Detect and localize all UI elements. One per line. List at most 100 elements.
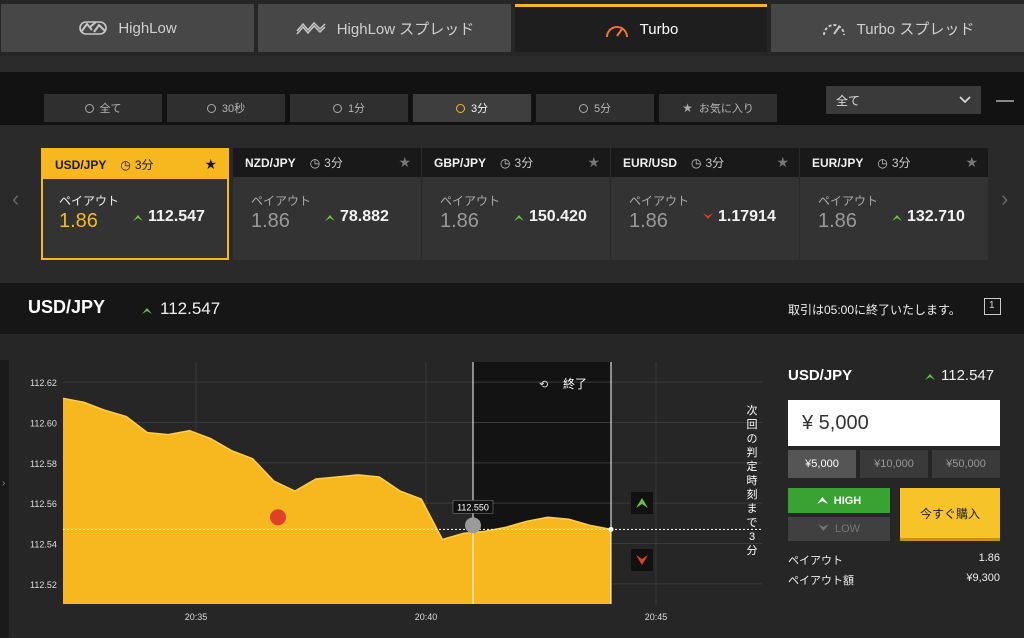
up-arrow-icon bbox=[925, 367, 935, 384]
countdown-char: の bbox=[747, 433, 758, 445]
low-button[interactable]: LOW bbox=[788, 517, 890, 541]
star-icon[interactable]: ★ bbox=[776, 154, 789, 170]
buy-label: 今すぐ購入 bbox=[919, 506, 980, 521]
y-tick-label: 112.52 bbox=[30, 580, 57, 590]
countdown-value: 3 bbox=[749, 531, 755, 543]
buy-now-button[interactable]: 今すぐ購入 bbox=[900, 488, 1000, 541]
subtab-1m[interactable]: 1分 bbox=[290, 94, 408, 122]
x-tick-label: 20:35 bbox=[185, 612, 208, 622]
subtab-5m[interactable]: 5分 bbox=[536, 94, 654, 122]
clock-icon: ◷ bbox=[500, 155, 511, 170]
star-icon[interactable]: ★ bbox=[398, 154, 411, 170]
carousel-prev-icon[interactable]: ‹ bbox=[12, 186, 20, 211]
quick-amount-label: ¥5,000 bbox=[805, 458, 839, 470]
tab-turbo-spread[interactable]: Turbo スプレッド bbox=[771, 4, 1024, 52]
asset-card-usdjpy[interactable]: USD/JPY ◷ 3分 ★ ペイアウト 1.86 112.547 bbox=[41, 148, 229, 260]
tab-highlow[interactable]: HighLow bbox=[1, 4, 254, 52]
clock-icon bbox=[332, 103, 342, 113]
duration-text: 3分 bbox=[134, 158, 154, 172]
y-tick-label: 112.56 bbox=[30, 499, 57, 509]
subtab-all[interactable]: 全て bbox=[44, 94, 162, 122]
asset-card-header: GBP/JPY ◷ 3分 ★ bbox=[422, 148, 610, 177]
subtab-30s[interactable]: 30秒 bbox=[167, 94, 285, 122]
subtab-favorites[interactable]: ★ お気に入り bbox=[659, 94, 777, 122]
payout-amount-value: ¥9,300 bbox=[966, 572, 1000, 584]
tab-label: HighLow bbox=[118, 19, 177, 37]
payout-amount-label: ペイアウト額 bbox=[788, 575, 854, 587]
rate-text: 1.17914 bbox=[718, 208, 776, 225]
collapse-icon[interactable] bbox=[996, 100, 1014, 102]
clock-icon bbox=[206, 103, 216, 113]
payout-label: ペイアウト bbox=[440, 194, 501, 208]
chevron-down-icon bbox=[959, 93, 971, 107]
y-tick-label: 112.60 bbox=[30, 419, 57, 429]
single-window-icon[interactable]: 1 bbox=[984, 298, 1001, 315]
price-area bbox=[63, 398, 611, 604]
quick-amount-5000[interactable]: ¥5,000 bbox=[788, 450, 856, 478]
up-arrow-icon bbox=[892, 208, 902, 226]
chart-high-icon bbox=[636, 498, 648, 508]
up-arrow-icon bbox=[514, 208, 524, 226]
asset-card-header: EUR/JPY ◷ 3分 ★ bbox=[800, 148, 988, 177]
payout-label: ペイアウト bbox=[251, 194, 312, 208]
asset-card-eurjpy[interactable]: EUR/JPY ◷ 3分 ★ ペイアウト 1.86 132.710 bbox=[800, 148, 988, 260]
tab-label: Turbo スプレッド bbox=[856, 20, 975, 38]
subtab-3m[interactable]: 3分 bbox=[413, 94, 531, 122]
subtab-label: お気に入り bbox=[698, 103, 754, 115]
chevron-right-icon: › bbox=[2, 478, 6, 489]
countdown-char: 回 bbox=[747, 418, 758, 431]
tab-turbo[interactable]: Turbo bbox=[515, 4, 767, 52]
countdown-char: 時 bbox=[747, 474, 758, 487]
amount-value: ¥ 5,000 bbox=[802, 411, 869, 434]
asset-card-header: USD/JPY ◷ 3分 ★ bbox=[43, 150, 227, 179]
payout-value: 1.86 bbox=[440, 210, 479, 232]
payout-label: ペイアウト bbox=[59, 194, 120, 208]
clock-icon: ◷ bbox=[691, 155, 702, 170]
clock-icon: ◷ bbox=[309, 155, 321, 170]
high-button[interactable]: HIGH bbox=[788, 488, 890, 513]
asset-rate: 150.420 bbox=[514, 208, 587, 226]
asset-card-nzdjpy[interactable]: NZD/JPY ◷ 3分 ★ ペイアウト 1.86 78.882 bbox=[233, 148, 421, 260]
duration-text: 3分 bbox=[705, 156, 725, 170]
quick-amount-50000[interactable]: ¥50,000 bbox=[932, 450, 1000, 478]
countdown-char: 刻 bbox=[747, 487, 758, 501]
subtab-label: 5分 bbox=[593, 103, 612, 115]
countdown-char: 判 bbox=[747, 446, 758, 459]
countdown-unit: 分 bbox=[747, 544, 758, 557]
asset-card-gbpjpy[interactable]: GBP/JPY ◷ 3分 ★ ペイアウト 1.86 150.420 bbox=[422, 148, 610, 260]
info-symbol: USD/JPY bbox=[28, 297, 106, 317]
subtab-label: 1分 bbox=[347, 103, 366, 115]
amount-input[interactable]: ¥ 5,000 bbox=[788, 400, 1000, 446]
star-icon[interactable]: ★ bbox=[587, 154, 600, 170]
tab-label: Turbo bbox=[639, 21, 679, 38]
chart-side-handle[interactable]: › bbox=[0, 360, 9, 638]
star-icon[interactable]: ★ bbox=[965, 154, 978, 170]
rate-text: 112.547 bbox=[941, 367, 995, 384]
asset-card-eurusd[interactable]: EUR/USD ◷ 3分 ★ ペイアウト 1.86 1.17914 bbox=[611, 148, 799, 260]
quick-amount-10000[interactable]: ¥10,000 bbox=[860, 450, 928, 478]
price-chart[interactable]: 112.62 112.60 112.58 112.56 112.54 112.52 20:3… bbox=[10, 360, 770, 638]
down-arrow-icon bbox=[703, 208, 713, 226]
trade-rate: 112.547 bbox=[925, 367, 994, 384]
up-arrow-icon bbox=[142, 299, 152, 319]
y-tick-label: 112.62 bbox=[30, 378, 57, 388]
tab-highlow-spread[interactable]: HighLow スプレッド bbox=[258, 4, 511, 52]
quick-amount-label: ¥10,000 bbox=[874, 458, 914, 470]
up-arrow-icon bbox=[133, 208, 143, 226]
carousel-next-icon[interactable]: › bbox=[1001, 186, 1009, 211]
star-icon[interactable]: ★ bbox=[204, 156, 217, 172]
x-tick-label: 20:40 bbox=[415, 612, 438, 622]
rate-text: 78.882 bbox=[340, 208, 389, 225]
countdown-char: 次 bbox=[747, 403, 758, 417]
star-icon: ★ bbox=[682, 101, 693, 115]
info-bar bbox=[0, 283, 1024, 334]
strike-marker bbox=[465, 517, 481, 534]
trade-panel bbox=[770, 334, 1024, 638]
trade-symbol: USD/JPY bbox=[788, 367, 853, 384]
speedometer-dashed-icon bbox=[821, 19, 847, 37]
filter-select[interactable]: 全て bbox=[826, 86, 981, 114]
strike-label: 112.550 bbox=[457, 502, 489, 512]
asset-duration: ◷ 3分 bbox=[120, 156, 153, 173]
select-value: 全て bbox=[836, 93, 861, 108]
rate-text: 112.547 bbox=[160, 299, 221, 318]
